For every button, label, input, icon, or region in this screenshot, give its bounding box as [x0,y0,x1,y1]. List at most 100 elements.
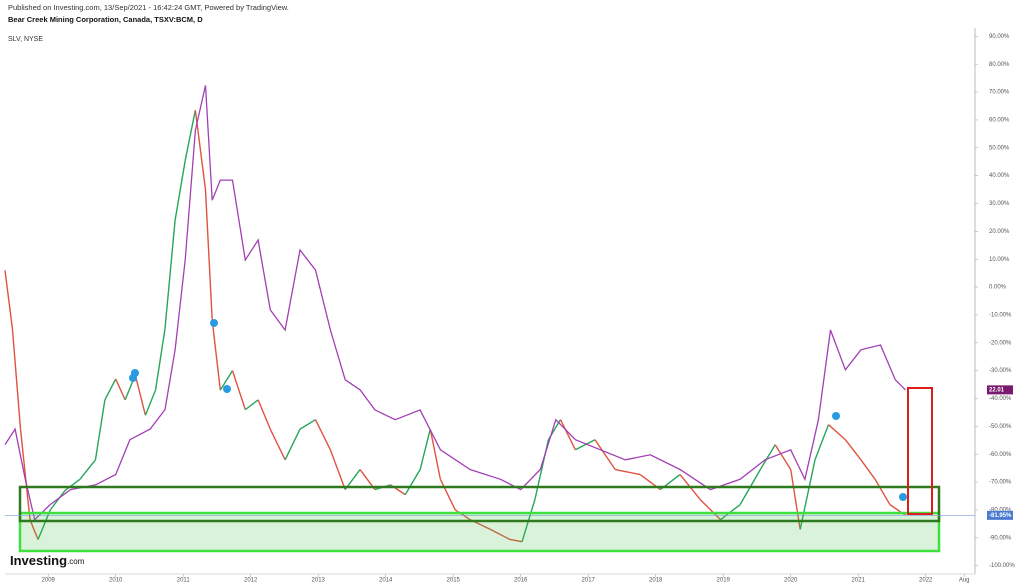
event-marker [210,319,218,327]
price-segment [284,428,301,461]
last-value-badge [987,510,1013,520]
price-segment [439,478,456,511]
price-segment [64,478,81,491]
price-segment [828,424,846,441]
price-segment [774,444,792,470]
logo-name: Investing [10,553,67,568]
price-segment [134,374,147,416]
y-tick-label: -50.00% [989,424,1012,430]
price-segment [419,428,431,470]
target-box [907,387,933,515]
y-tick-label: 70.00% [989,90,1010,96]
y-tick-label: 10.00% [989,257,1010,263]
price-segment [4,270,14,329]
price-segment [429,429,442,480]
x-tick-label: Aug [959,578,970,584]
price-segment [299,419,316,430]
y-tick-label: -100.00% [989,563,1015,569]
price-segment [759,444,776,470]
x-tick-label: 2019 [717,578,731,584]
y-tick-label: 30.00% [989,201,1010,207]
published-note: Published on Investing.com, 13/Sep/2021 … [8,3,289,12]
x-tick-label: 2013 [312,578,326,584]
price-segment [37,509,51,540]
price-segment [490,528,511,541]
price-segment [204,189,213,321]
logo: Investing.com [10,553,85,568]
price-line [4,85,906,521]
x-tick-label: 2017 [582,578,596,584]
price-segment [219,370,234,391]
price-segment [594,439,616,470]
y-tick-label: 40.00% [989,173,1010,179]
price-segment [79,459,96,480]
price-segment [257,399,271,430]
price-segment [860,459,876,480]
y-tick-label: 50.00% [989,145,1010,151]
price-segment [615,468,641,476]
price-segment [314,419,331,451]
price-segment [115,378,126,401]
price-segment [154,328,166,391]
price-segment [454,509,471,521]
price-segment [790,469,801,530]
x-tick-label: 2015 [447,578,461,584]
x-tick-label: 2016 [514,578,528,584]
x-tick-label: 2022 [919,578,933,584]
last-value-label: 22.01 [989,387,1005,393]
price-segment [94,399,106,460]
plot [4,85,906,543]
x-tick-label: 2018 [649,578,663,584]
event-marker [832,412,840,420]
price-segment [19,429,31,520]
price-segment [575,439,596,451]
y-tick-label: -60.00% [989,452,1012,458]
price-segment [559,419,577,451]
price-segment [164,220,176,329]
price-segment [174,160,186,221]
x-tick-label: 2010 [109,578,123,584]
price-segment [814,424,830,461]
y-tick-label: -70.00% [989,480,1012,486]
event-marker [223,385,231,393]
y-tick-label: -20.00% [989,340,1012,346]
price-segment [144,389,157,416]
logo-suffix: .com [67,557,85,566]
price-segment [874,478,891,505]
support-zone [18,511,941,553]
y-tick-label: -90.00% [989,535,1012,541]
price-segment [699,499,722,521]
price-segment [231,370,246,410]
price-segment [49,490,66,511]
price-segment [799,459,816,530]
x-tick-label: 2012 [244,578,258,584]
x-tick-label: 2021 [852,578,866,584]
price-segment [184,110,197,161]
last-value-badge [987,385,1013,395]
y-tick-label: 60.00% [989,118,1010,124]
price-segment [404,469,421,495]
range-box [18,485,941,523]
x-tick-label: 2009 [42,578,56,584]
legend-entry: SLV, NYSE [8,36,43,43]
y-tick-label: 80.00% [989,62,1010,68]
price-segment [844,439,862,461]
y-tick-label: -30.00% [989,368,1012,374]
y-tick-label: -10.00% [989,313,1012,319]
y-tick-label: 20.00% [989,229,1010,235]
y-tick-label: -80.00% [989,508,1012,514]
event-marker [899,493,907,501]
last-value-label: -81.95% [989,513,1012,519]
price-segment [329,449,346,490]
price-segment [104,378,117,401]
event-marker [129,374,137,382]
chart-title: Bear Creek Mining Corporation, Canada, T… [8,15,203,24]
x-tick-label: 2014 [379,578,393,584]
x-tick-label: 2011 [177,578,191,584]
y-tick-label: 90.00% [989,34,1010,40]
price-segment [11,328,22,430]
y-tick-label: 0.00% [989,285,1007,291]
y-tick-label: -40.00% [989,396,1012,402]
price-segment [269,428,286,461]
